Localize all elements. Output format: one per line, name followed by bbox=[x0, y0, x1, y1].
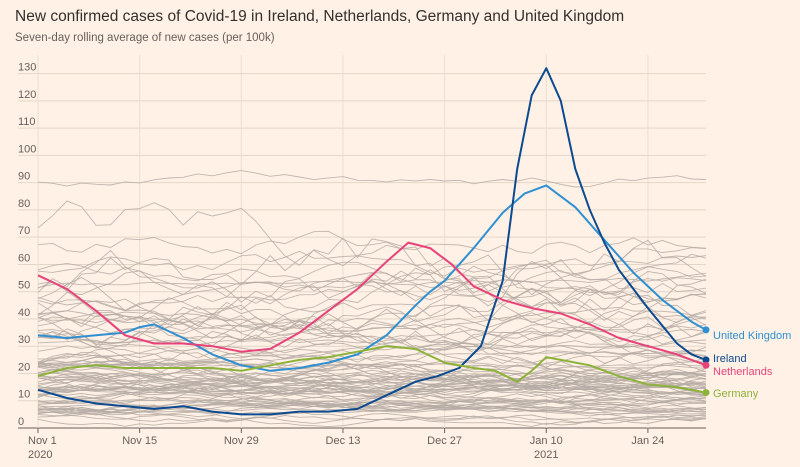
y-tick-label: 90 bbox=[18, 171, 30, 183]
background-country-line bbox=[37, 369, 707, 396]
x-tick-label: Jan 24 bbox=[631, 435, 664, 447]
series-line-united-kingdom bbox=[37, 184, 707, 372]
background-country-line bbox=[37, 315, 707, 343]
series-label-united-kingdom: United Kingdom bbox=[713, 330, 791, 342]
background-country-line bbox=[37, 350, 707, 370]
background-country-line bbox=[37, 170, 707, 188]
background-country-line bbox=[37, 244, 707, 292]
series-end-dot-germany bbox=[702, 389, 710, 397]
x-axis: Nov 1 2020 Nov 15 Nov 29 Dec 13 Dec 27 Jan 10 2… bbox=[28, 428, 664, 461]
series-label-germany: Germany bbox=[713, 388, 759, 400]
y-tick-label: 40 bbox=[18, 307, 30, 319]
x-tick-label: Nov 15 bbox=[122, 435, 157, 447]
background-country-line bbox=[37, 411, 707, 428]
x-tick-label: Nov 1 bbox=[28, 435, 57, 447]
series-line-netherlands bbox=[37, 241, 707, 367]
highlighted-series bbox=[37, 67, 710, 416]
background-country-line bbox=[37, 315, 707, 345]
background-country-line bbox=[37, 311, 707, 333]
y-tick-label: 100 bbox=[18, 143, 36, 155]
y-tick-label: 20 bbox=[18, 361, 30, 373]
series-line-germany bbox=[37, 345, 707, 394]
background-country-line bbox=[37, 276, 707, 324]
background-country-line bbox=[37, 367, 707, 386]
series-label-ireland: Ireland bbox=[713, 353, 747, 365]
background-country-line bbox=[37, 361, 707, 387]
y-tick-label: 50 bbox=[18, 280, 30, 292]
background-country-line bbox=[37, 344, 707, 376]
background-country-line bbox=[37, 411, 707, 427]
x-tick-label: Jan 10 bbox=[530, 435, 563, 447]
background-country-lines bbox=[37, 170, 707, 428]
background-country-line bbox=[37, 377, 707, 390]
background-country-line bbox=[37, 372, 707, 387]
background-country-line bbox=[37, 385, 707, 409]
x-tick-label: Nov 29 bbox=[224, 435, 259, 447]
background-country-line bbox=[37, 265, 707, 316]
y-tick-label: 130 bbox=[18, 62, 36, 74]
background-country-line bbox=[37, 385, 707, 396]
background-country-line bbox=[37, 361, 707, 378]
y-tick-label: 10 bbox=[18, 389, 30, 401]
background-country-line bbox=[37, 378, 707, 401]
background-country-line bbox=[37, 261, 707, 288]
background-country-line bbox=[37, 304, 707, 345]
y-tick-label: 60 bbox=[18, 252, 30, 264]
background-country-line bbox=[37, 343, 707, 372]
y-tick-label: 120 bbox=[18, 89, 36, 101]
y-axis: 0 10 20 30 40 50 60 70 80 90 100 110 120 130 bbox=[18, 62, 36, 428]
background-country-line bbox=[37, 393, 707, 408]
y-tick-label: 30 bbox=[18, 334, 30, 346]
background-country-line bbox=[37, 200, 707, 307]
background-country-line bbox=[37, 323, 707, 362]
background-country-line bbox=[37, 328, 707, 345]
series-end-dot-netherlands bbox=[702, 361, 710, 369]
background-country-line bbox=[37, 338, 707, 360]
x-tick-label: Dec 13 bbox=[326, 435, 361, 447]
series-label-netherlands: Netherlands bbox=[713, 366, 773, 378]
x-tick-label: Dec 27 bbox=[427, 435, 462, 447]
background-country-line bbox=[37, 406, 707, 417]
x-tick-sublabel: 2020 bbox=[28, 449, 52, 461]
background-country-line bbox=[37, 281, 707, 312]
background-country-line bbox=[37, 254, 707, 349]
y-tick-label: 80 bbox=[18, 198, 30, 210]
series-line-ireland bbox=[37, 67, 707, 416]
x-tick-sublabel: 2021 bbox=[534, 449, 558, 461]
y-tick-label: 110 bbox=[18, 116, 36, 128]
background-country-line bbox=[37, 279, 706, 311]
y-tick-label: 70 bbox=[18, 225, 30, 237]
series-end-dot-ireland bbox=[702, 356, 710, 364]
background-country-line bbox=[37, 249, 707, 314]
background-country-line bbox=[37, 407, 707, 417]
y-tick-label: 0 bbox=[18, 416, 24, 428]
series-end-dot-united-kingdom bbox=[702, 326, 710, 334]
background-country-line bbox=[37, 398, 707, 413]
background-country-line bbox=[37, 306, 707, 332]
chart-title: New confirmed cases of Covid-19 in Irela… bbox=[15, 8, 625, 25]
background-country-line bbox=[37, 230, 707, 255]
chart-subtitle: Seven-day rolling average of new cases (… bbox=[15, 32, 275, 44]
